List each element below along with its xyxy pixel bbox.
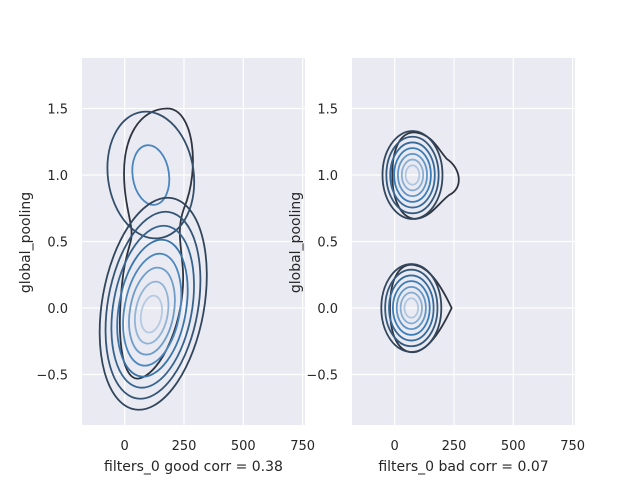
y-axis-label: global_pooling — [288, 192, 304, 293]
x-tick-label: 500 — [231, 439, 256, 454]
contour-line — [139, 294, 163, 334]
contour-line — [110, 224, 195, 389]
y-tick-label: 1.0 — [317, 169, 338, 184]
y-tick-label: 0.5 — [47, 236, 68, 251]
x-tick-label: 750 — [560, 439, 585, 454]
contour-line — [399, 291, 423, 325]
contour-line — [393, 147, 432, 203]
contour-line — [116, 238, 189, 378]
contour-line — [397, 152, 428, 198]
y-tick-label: 0.5 — [317, 236, 338, 251]
contour-line — [384, 268, 439, 348]
y-tick-label: 1.0 — [47, 169, 68, 184]
contours — [98, 107, 208, 411]
contour-line — [381, 130, 444, 220]
panel-bad-corr: 0 250 500 750 −0.5 0.0 0.5 1.0 1.5 filters_0 bad … — [288, 58, 585, 475]
contour-line — [131, 144, 171, 206]
contour-line — [128, 266, 176, 356]
x-axis-label: filters_0 bad corr = 0.07 — [378, 459, 548, 475]
y-tick-label: 1.5 — [47, 103, 68, 118]
contour-line — [98, 196, 208, 411]
contour-line — [404, 164, 421, 186]
panel-good-corr: 0 250 500 750 −0.5 0.0 0.5 1.0 1.5 filters_0 good… — [18, 58, 315, 475]
y-tick-label: −0.5 — [306, 368, 338, 383]
contour-line — [380, 263, 443, 353]
contour-line — [389, 141, 436, 209]
x-axis-label: filters_0 good corr = 0.38 — [104, 459, 283, 475]
contour-line — [388, 274, 435, 342]
x-tick-label: 750 — [290, 439, 315, 454]
contour-line — [133, 280, 170, 345]
x-tick-label: 250 — [442, 439, 467, 454]
y-tick-label: 0.0 — [47, 302, 68, 317]
contour-line — [104, 210, 202, 400]
x-tick-label: 0 — [121, 439, 129, 454]
x-tick-label: 0 — [391, 439, 399, 454]
contour-line — [122, 252, 183, 367]
contour-line — [400, 158, 425, 192]
contour-line — [391, 280, 431, 336]
x-tick-label: 500 — [501, 439, 526, 454]
x-tick-label: 250 — [172, 439, 197, 454]
contour-line — [403, 297, 420, 319]
contours — [380, 130, 460, 354]
y-axis-label: global_pooling — [18, 192, 34, 293]
y-tick-label: 1.5 — [317, 103, 338, 118]
y-tick-label: 0.0 — [317, 302, 338, 317]
contour-line — [106, 110, 196, 240]
contour-line — [385, 135, 440, 215]
contour-line — [395, 285, 427, 331]
y-tick-label: −0.5 — [36, 368, 68, 383]
contour-line — [389, 263, 453, 354]
